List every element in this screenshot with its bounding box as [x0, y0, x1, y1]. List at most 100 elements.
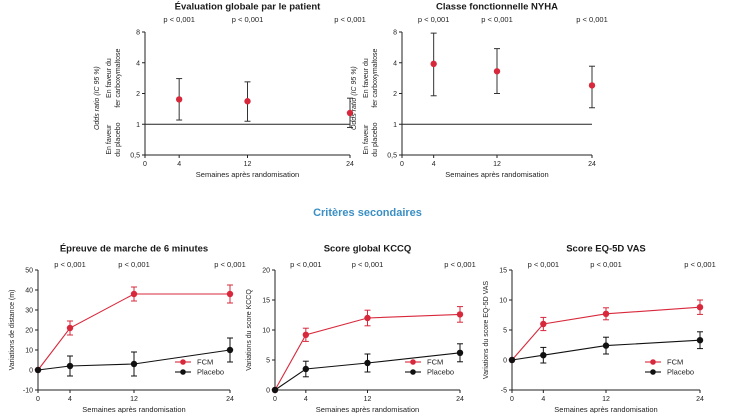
odds-ratio-point [244, 98, 251, 105]
legend-marker [650, 369, 656, 375]
p-value-label: p < 0,001 [444, 260, 476, 269]
favor-lower-label-line2: du placebo [115, 122, 122, 156]
y-tick-label: 0,5 [387, 153, 397, 160]
y-tick-label: 1 [136, 122, 140, 129]
chart-panel-1: Évaluation globale par le patient0,51248… [94, 1, 366, 179]
y-tick-label: 10 [499, 298, 507, 305]
y-tick-label: 10 [25, 348, 33, 355]
x-tick-label: 24 [226, 396, 234, 403]
series-line-placebo [37, 349, 231, 371]
p-value-label: p < 0,001 [418, 15, 450, 24]
favor-upper-label-line2: fer carboxymaltose [115, 48, 122, 107]
data-point-fcm [696, 304, 704, 311]
y-tick-label: 20 [25, 328, 33, 335]
legend-marker [410, 369, 416, 375]
chart-title: Évaluation globale par le patient [175, 1, 322, 12]
x-tick-label: 4 [541, 396, 545, 403]
data-point-placebo [456, 349, 464, 356]
x-tick-label: 12 [130, 396, 138, 403]
data-point-placebo [364, 359, 371, 367]
x-axis-label: Semaines après randomisation [554, 405, 657, 413]
p-value-label: p < 0,001 [163, 15, 195, 24]
data-point-placebo [34, 366, 42, 374]
y-tick-label: 4 [136, 60, 140, 67]
y-axis-label: Variations du score EQ-5D VAS [483, 281, 490, 380]
x-tick-label: 4 [304, 396, 308, 403]
x-tick-label: 12 [602, 396, 610, 403]
x-tick-label: 24 [346, 161, 354, 168]
p-value-label: p < 0,001 [481, 15, 513, 24]
chart-panel-4: Score global KCCQ 0 5 10 15 20 0 4 12 24 Semaines … [246, 243, 476, 413]
y-tick-label: 1 [393, 122, 397, 129]
data-point-fcm [602, 310, 610, 317]
series-line-fcm [274, 313, 461, 391]
series-line-fcm [511, 306, 701, 361]
p-value-label: p < 0,001 [352, 260, 384, 269]
x-axis-label: Semaines après randomisation [316, 405, 419, 413]
y-tick-label: 8 [136, 30, 140, 37]
p-value-label: p < 0,001 [290, 260, 322, 269]
y-tick-label: 10 [262, 328, 270, 335]
y-tick-label: 30 [25, 308, 33, 315]
x-tick-label: 12 [364, 396, 372, 403]
y-tick-label: 5 [266, 358, 270, 365]
y-tick-label: 40 [25, 288, 33, 295]
y-tick-label: 8 [393, 30, 397, 37]
legend-label: FCM [197, 358, 213, 367]
data-point-fcm [364, 314, 371, 322]
x-axis-label: Semaines après randomisation [196, 170, 299, 179]
x-tick-label: 24 [696, 396, 704, 403]
favor-lower-label-line1: En faveur [106, 124, 113, 155]
chart-title: Score EQ-5D VAS [566, 243, 646, 254]
legend-label: FCM [667, 358, 683, 367]
y-tick-label: 0 [29, 368, 33, 375]
data-point-placebo [66, 362, 74, 370]
y-tick-label: -10 [23, 388, 33, 395]
legend-marker [180, 369, 186, 375]
data-point-fcm [302, 331, 310, 338]
x-tick-label: 4 [432, 161, 436, 168]
chart-title: Classe fonctionnelle NYHA [436, 1, 558, 12]
y-tick-label: 5 [503, 328, 507, 335]
legend-label: FCM [427, 358, 443, 367]
p-value-label: p < 0,001 [528, 260, 560, 269]
chart-panel-3: Épreuve de marche de 6 minutes -10 0 10 20 30… [9, 243, 246, 413]
data-point-fcm [226, 290, 234, 298]
legend-marker [180, 359, 186, 365]
y-axis-label: Odds ratio (IC 95 %) [94, 66, 101, 130]
x-tick-label: 12 [493, 161, 501, 168]
data-point-fcm [66, 324, 74, 332]
x-axis-label: Semaines après randomisation [445, 170, 548, 179]
y-tick-label: 50 [25, 268, 33, 275]
data-point-placebo [508, 356, 516, 364]
legend-marker [410, 359, 416, 365]
y-tick-label: 20 [262, 268, 270, 275]
x-tick-label: 12 [244, 161, 252, 168]
p-value-label: p < 0,001 [232, 15, 264, 24]
y-tick-label: 0,5 [130, 153, 140, 160]
odds-ratio-point [430, 60, 437, 68]
series-line-placebo [274, 352, 461, 391]
x-tick-label: 0 [273, 396, 277, 403]
y-axis-label: Odds ratio (IC 95 %) [351, 66, 358, 130]
legend-label: Placebo [667, 368, 694, 377]
legend-label: Placebo [427, 368, 454, 377]
y-tick-label: 2 [393, 91, 397, 98]
data-point-placebo [302, 365, 310, 373]
data-point-placebo [696, 337, 704, 344]
y-tick-label: 15 [262, 298, 270, 305]
y-tick-label: 15 [499, 268, 507, 275]
chart-title: Épreuve de marche de 6 minutes [60, 243, 208, 254]
p-value-label: p < 0,001 [54, 260, 86, 269]
x-tick-label: 4 [177, 161, 181, 168]
data-point-placebo [540, 352, 547, 359]
y-tick-label: -5 [501, 388, 507, 395]
favor-lower-label-line2: du placebo [372, 122, 379, 156]
p-value-label: p < 0,001 [684, 260, 716, 269]
y-tick-label: 4 [393, 60, 397, 67]
x-tick-label: 0 [143, 161, 147, 168]
series-line-placebo [511, 339, 701, 361]
